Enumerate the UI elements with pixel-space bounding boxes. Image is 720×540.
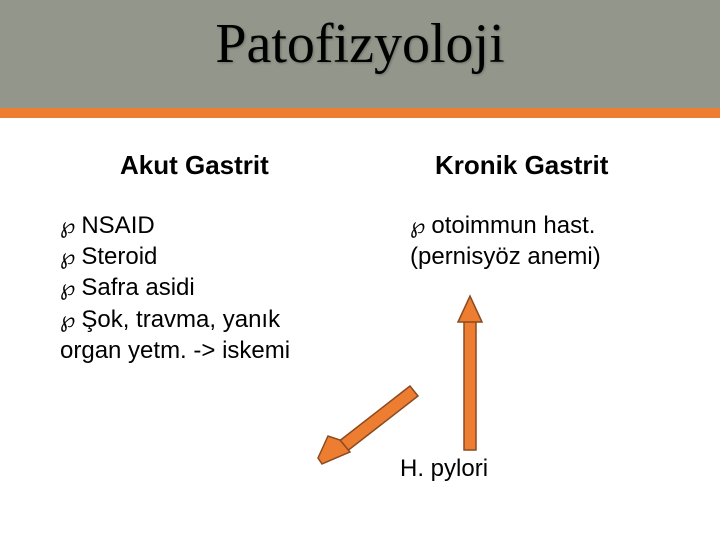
bullet-icon: ℘ <box>410 213 425 238</box>
list-item-text: NSAID <box>81 212 154 239</box>
list-item-text: organ yetm. -> iskemi <box>60 337 290 364</box>
left-column-list: ℘NSAID ℘Steroid ℘Safra asidi ℘Şok, travm… <box>60 210 360 366</box>
list-item-text: Safra asidi <box>81 274 194 301</box>
list-item: ℘otoimmun hast. <box>410 210 710 241</box>
right-column-list: ℘otoimmun hast. (pernisyöz anemi) <box>410 210 710 272</box>
accent-bar <box>0 108 720 118</box>
list-item: ℘Safra asidi <box>60 272 360 303</box>
list-item-text: otoimmun hast. <box>431 212 595 239</box>
list-item-text: Şok, travma, yanık <box>81 306 280 333</box>
slide-title: Patofizyoloji <box>0 12 720 76</box>
list-item: ℘Şok, travma, yanık <box>60 304 360 335</box>
list-item: ℘Steroid <box>60 241 360 272</box>
list-item-text: Steroid <box>81 243 157 270</box>
list-item-text: (pernisyöz anemi) <box>410 243 601 270</box>
bullet-icon: ℘ <box>60 275 75 300</box>
bullet-icon: ℘ <box>60 244 75 269</box>
list-item: organ yetm. -> iskemi <box>60 335 360 366</box>
list-item: ℘NSAID <box>60 210 360 241</box>
list-item: (pernisyöz anemi) <box>410 241 710 272</box>
bullet-icon: ℘ <box>60 307 75 332</box>
left-column-heading: Akut Gastrit <box>120 150 269 181</box>
arrow-left-icon <box>310 370 430 480</box>
arrow-right-icon <box>440 290 500 460</box>
right-column-heading: Kronik Gastrit <box>435 150 608 181</box>
bullet-icon: ℘ <box>60 213 75 238</box>
